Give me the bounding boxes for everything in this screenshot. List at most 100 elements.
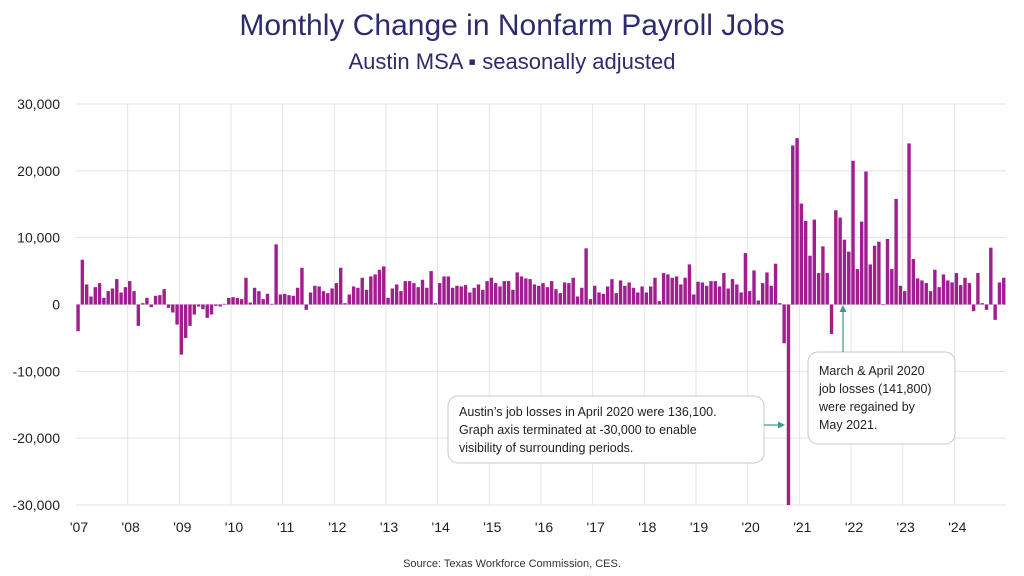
bar	[158, 295, 162, 305]
bar	[743, 253, 748, 305]
bar	[102, 297, 106, 305]
bar	[636, 292, 640, 305]
bar	[971, 304, 976, 312]
bar	[201, 304, 205, 310]
bar	[498, 286, 502, 305]
bar	[842, 239, 847, 305]
bar	[493, 283, 498, 305]
x-tick-label: '12	[328, 519, 346, 535]
x-tick-label: '16	[535, 519, 553, 535]
annotation-line: March & April 2020	[819, 364, 925, 378]
annotation-regained: March & April 2020 job losses (141,800) …	[807, 305, 956, 445]
bar	[769, 285, 773, 305]
bar	[752, 270, 756, 305]
x-tick-label: '11	[277, 519, 294, 535]
bar	[334, 283, 339, 305]
bar	[773, 263, 778, 305]
bar	[386, 297, 390, 305]
bar	[562, 282, 567, 305]
bar	[825, 273, 829, 305]
x-tick-label: '09	[173, 519, 191, 535]
bar	[420, 279, 425, 305]
bar	[877, 241, 881, 305]
bar	[989, 247, 993, 305]
bar	[377, 269, 382, 305]
bar	[364, 289, 369, 305]
bar	[188, 304, 192, 326]
bar	[502, 281, 507, 305]
bar	[218, 304, 222, 307]
bar	[459, 286, 463, 305]
bar	[175, 304, 179, 325]
bar	[554, 289, 558, 305]
bar	[183, 304, 188, 338]
bar	[209, 304, 214, 315]
bar	[442, 276, 446, 305]
bar	[506, 281, 511, 305]
bar	[661, 273, 666, 305]
bar	[295, 287, 300, 305]
bar	[300, 267, 304, 305]
bar	[890, 269, 894, 305]
y-tick-label: 20,000	[17, 163, 60, 179]
bar	[601, 293, 606, 305]
bar	[679, 284, 683, 305]
bar	[519, 276, 524, 305]
bar	[403, 281, 407, 305]
bar	[313, 285, 317, 305]
bar	[446, 276, 451, 305]
bar	[885, 239, 890, 305]
bar	[799, 203, 804, 305]
bar	[821, 246, 825, 305]
bar	[537, 285, 541, 305]
bar	[748, 291, 752, 305]
bar	[558, 293, 562, 305]
bar	[89, 296, 93, 305]
bar	[816, 273, 821, 305]
bar	[812, 219, 817, 305]
bar	[308, 292, 313, 305]
bar	[618, 280, 623, 305]
bar	[524, 278, 528, 305]
bar	[244, 277, 248, 305]
bar	[283, 293, 287, 305]
bar	[958, 285, 963, 305]
x-tick-label: '24	[948, 519, 966, 535]
bar	[399, 291, 403, 305]
bar	[106, 291, 110, 305]
x-tick-label: '14	[432, 519, 450, 535]
bar	[739, 292, 743, 305]
x-tick-label: '15	[483, 519, 501, 535]
bar	[356, 287, 360, 305]
y-tick-label: -20,000	[13, 430, 61, 446]
bar	[976, 273, 980, 305]
bar	[808, 255, 812, 305]
bar	[76, 304, 80, 332]
bar	[291, 295, 296, 305]
bar	[287, 295, 291, 305]
bar	[489, 277, 494, 305]
bar	[278, 294, 283, 305]
bar	[683, 277, 687, 305]
y-tick-label: -10,000	[13, 363, 61, 379]
bar	[274, 244, 278, 305]
bar	[136, 304, 141, 326]
bar	[623, 285, 627, 305]
bar	[373, 274, 377, 305]
bar	[407, 281, 412, 305]
bar	[627, 282, 631, 305]
bar	[640, 286, 644, 305]
bar	[950, 282, 954, 305]
bar	[338, 267, 343, 305]
bar	[713, 281, 717, 305]
bar	[145, 297, 149, 305]
bar	[511, 289, 515, 305]
bar	[97, 283, 102, 305]
bar	[433, 303, 438, 305]
bar	[528, 279, 532, 305]
bar	[265, 293, 270, 305]
bar	[110, 288, 115, 305]
bar	[898, 285, 903, 305]
bar	[545, 287, 550, 305]
bar	[735, 284, 739, 305]
